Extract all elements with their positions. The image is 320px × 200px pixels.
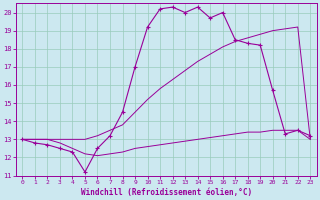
X-axis label: Windchill (Refroidissement éolien,°C): Windchill (Refroidissement éolien,°C) [81,188,252,197]
